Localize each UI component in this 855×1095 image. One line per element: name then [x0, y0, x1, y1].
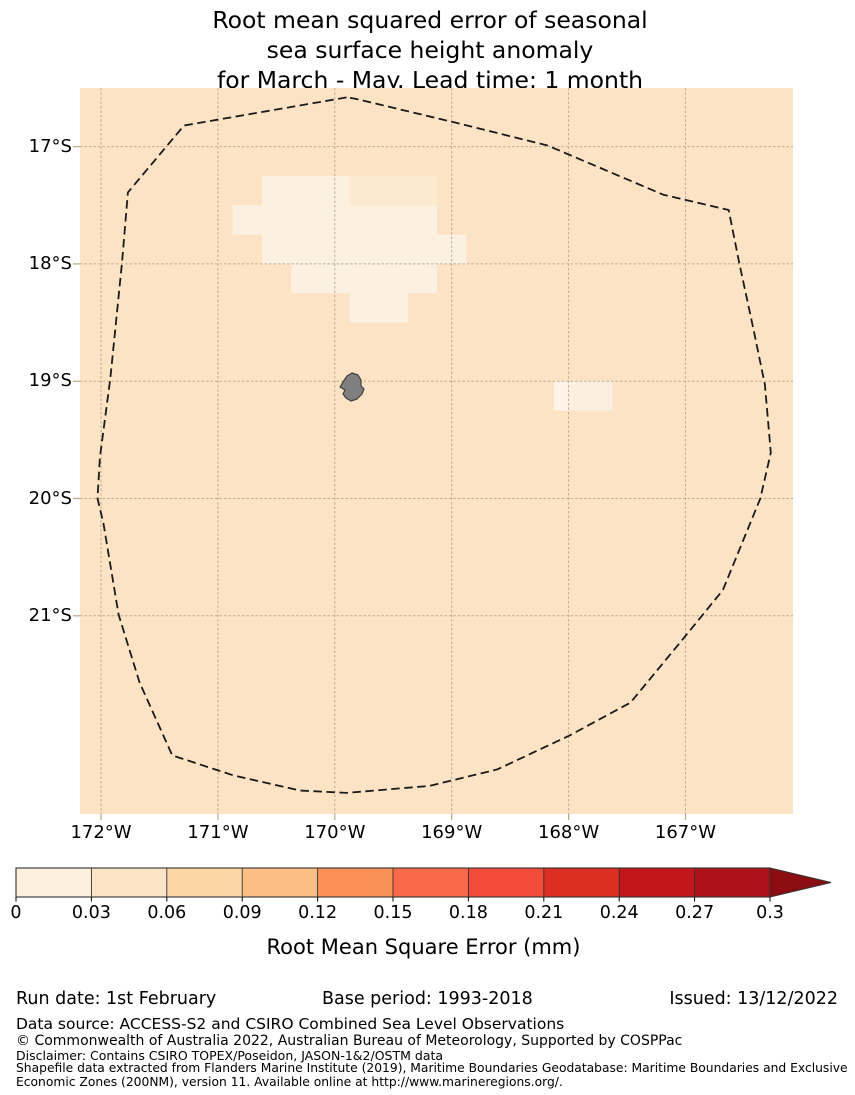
- issued-date-text: Issued: 13/12/2022: [669, 989, 838, 1009]
- copyright-text: © Commonwealth of Australia 2022, Austra…: [16, 1033, 683, 1049]
- lat-tick-label: 19°S: [28, 370, 72, 392]
- colorbar-tick-label: 0.03: [71, 903, 111, 923]
- run-date-text: Run date: 1st February: [16, 989, 217, 1009]
- colorbar-segment: [317, 868, 393, 897]
- value-cell: [568, 381, 613, 411]
- shapefile-credit-line-2: Economic Zones (200NM), version 11. Avai…: [16, 1075, 563, 1089]
- colorbar-tick-label: 0.06: [147, 903, 187, 923]
- colorbar-segment: [242, 868, 318, 897]
- island-niue: [339, 372, 365, 402]
- colorbar-segment: [393, 868, 469, 897]
- colorbar-tick-label: 0.21: [524, 903, 564, 923]
- colorbar-tick-label: 0.3: [756, 903, 784, 923]
- colorbar-title: Root Mean Square Error (mm): [266, 935, 581, 959]
- colorbar-tick-label: 0: [10, 903, 22, 923]
- title-line-1: Root mean squared error of seasonal: [212, 6, 648, 34]
- colorbar-tick-label: 0.24: [599, 903, 639, 923]
- colorbar-tick-label: 0.12: [298, 903, 338, 923]
- colorbar-segment: [543, 868, 620, 897]
- lon-tick-label: 171°W: [187, 822, 249, 843]
- disclaimer-text: Disclaimer: Contains CSIRO TOPEX/Poseido…: [16, 1048, 444, 1063]
- lat-tick-label: 20°S: [28, 487, 72, 509]
- title-line-2: sea surface height anomaly: [266, 36, 594, 64]
- lon-tick-label: 168°W: [538, 822, 600, 843]
- eez-boundary-line: [96, 96, 772, 794]
- colorbar-segment: [91, 868, 167, 897]
- colorbar-extend-arrow: [769, 867, 832, 898]
- lat-tick-label: 17°S: [28, 135, 72, 157]
- value-cell: [290, 263, 438, 294]
- colorbar-tick-label: 0.27: [675, 903, 715, 923]
- lat-tick-label: 18°S: [28, 252, 72, 274]
- value-cell: [261, 234, 467, 264]
- colorbar: [15, 867, 832, 902]
- value-cell: [349, 293, 408, 323]
- colorbar-segment: [619, 868, 695, 897]
- value-cell: [553, 381, 569, 411]
- map-canvas: [73, 88, 793, 820]
- base-period-text: Base period: 1993-2018: [322, 989, 533, 1009]
- chart-title: Root mean squared error of seasonal sea …: [0, 5, 855, 95]
- colorbar-segment: [16, 868, 92, 897]
- colorbar-segment: [166, 868, 243, 897]
- lon-tick-label: 172°W: [70, 822, 132, 843]
- lon-tick-label: 169°W: [421, 822, 483, 843]
- lon-tick-label: 167°W: [654, 822, 717, 843]
- data-source-text: Data source: ACCESS-S2 and CSIRO Combine…: [16, 1015, 565, 1033]
- colorbar-tick-label: 0.09: [222, 903, 262, 923]
- value-cell: [349, 175, 438, 206]
- lon-tick-label: 170°W: [304, 822, 366, 843]
- colorbar-tick-label: 0.18: [448, 903, 488, 923]
- value-cell: [261, 175, 350, 206]
- lat-tick-label: 21°S: [28, 604, 72, 626]
- shapefile-credit-line-1: Shapefile data extracted from Flanders M…: [16, 1061, 848, 1075]
- colorbar-segment: [694, 868, 770, 897]
- colorbar-tick-label: 0.15: [373, 903, 413, 923]
- colorbar-segment: [468, 868, 544, 897]
